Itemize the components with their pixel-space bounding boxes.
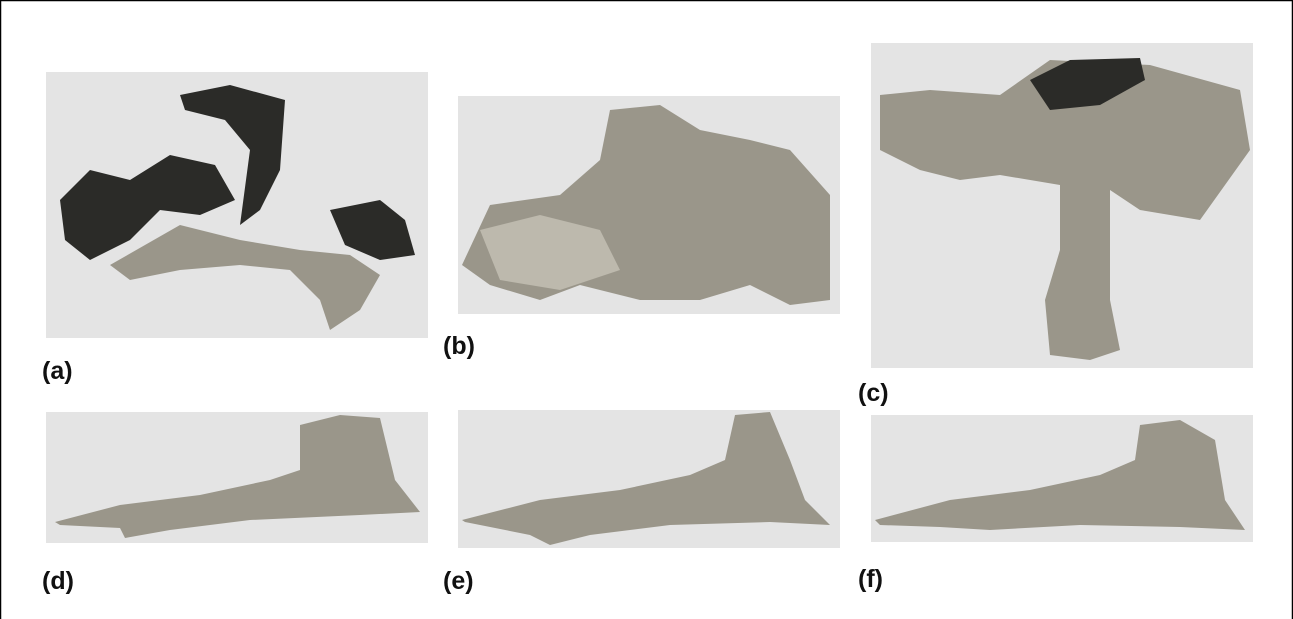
panel-label: (a) (42, 357, 73, 385)
panel-f: (f) (858, 415, 1253, 593)
panel-b: (b) (443, 96, 840, 360)
figure: (a) (b) (c) (d) (e) (f) (0, 0, 1293, 619)
panel-label: (e) (443, 567, 474, 595)
panel-e: (e) (443, 410, 840, 595)
panel-label: (c) (858, 379, 889, 407)
panel-label: (f) (858, 565, 883, 593)
panel-c: (c) (858, 43, 1253, 407)
panel-label: (d) (42, 567, 74, 595)
panel-a: (a) (42, 72, 428, 385)
panel-d: (d) (42, 412, 428, 595)
panel-label: (b) (443, 332, 475, 360)
